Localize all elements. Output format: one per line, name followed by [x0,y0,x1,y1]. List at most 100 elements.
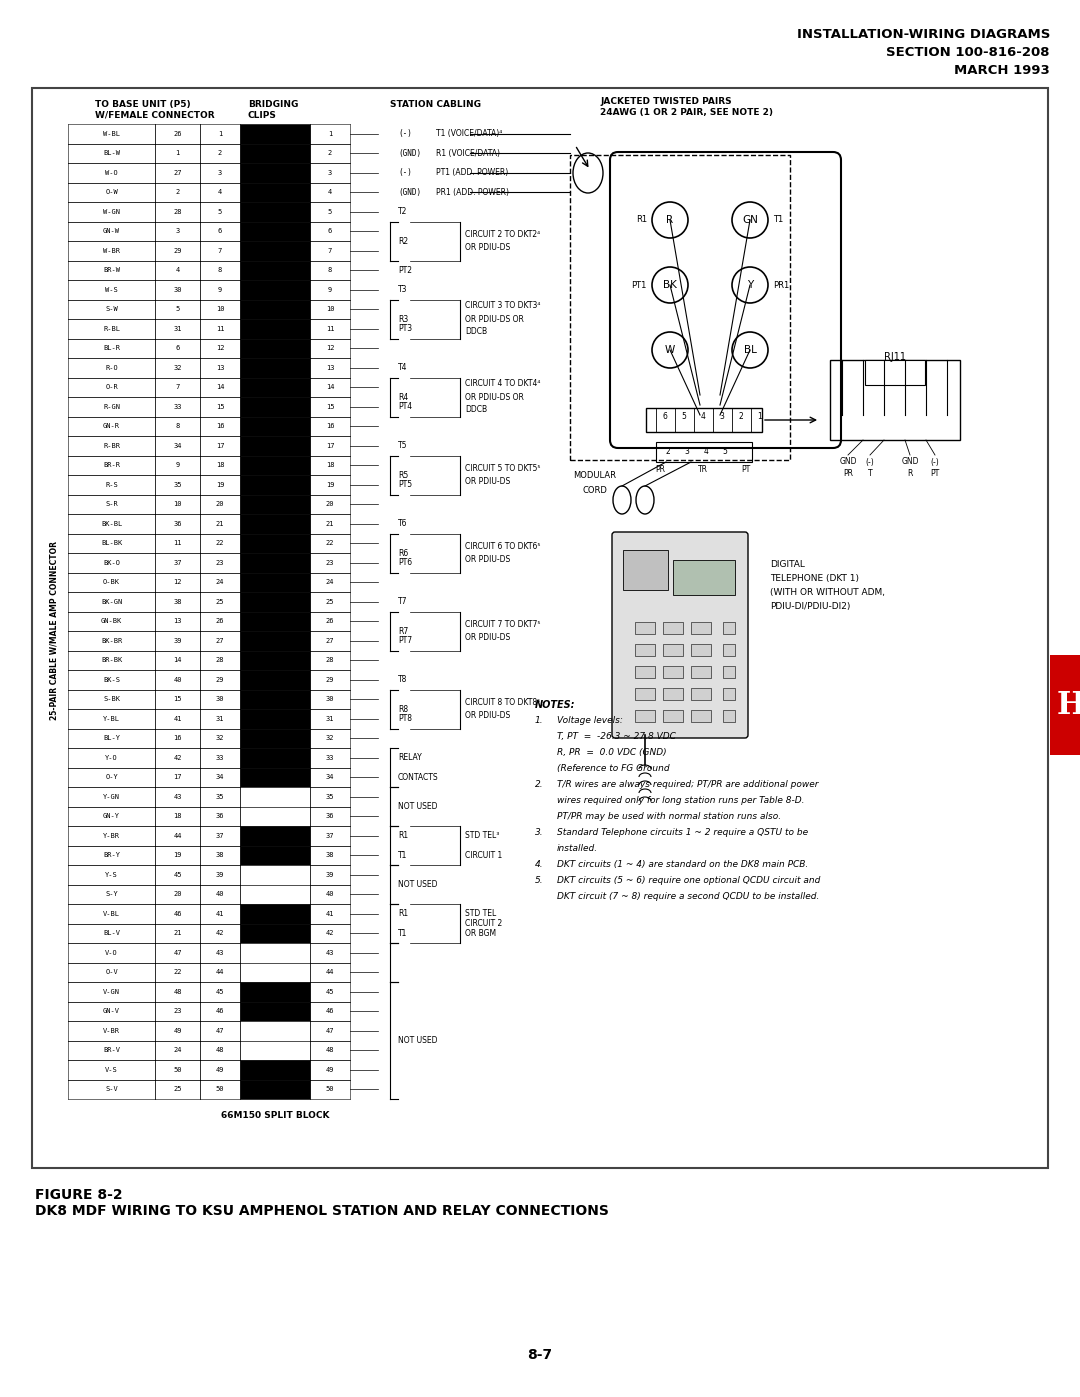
Text: 10: 10 [173,502,181,507]
Bar [663,710,683,722]
Text: MARCH 1993: MARCH 1993 [955,64,1050,77]
Text: O-R: O-R [105,384,118,390]
Bar [723,710,735,722]
Text: 37: 37 [216,833,225,838]
Text: 38: 38 [216,852,225,858]
Bar [240,826,310,845]
Text: 25: 25 [326,599,334,605]
Text: 5.: 5. [535,876,543,886]
Bar [240,612,310,631]
Text: V-S: V-S [105,1067,118,1073]
Text: BR-R: BR-R [103,462,120,468]
Text: 21: 21 [326,521,334,527]
Text: GND: GND [839,457,856,467]
Text: 4: 4 [701,412,705,420]
Text: 48: 48 [326,1048,334,1053]
Text: 29: 29 [216,676,225,683]
Text: CIRCUIT 8 TO DKT8⁵: CIRCUIT 8 TO DKT8⁵ [465,698,540,707]
Bar [240,865,310,884]
Text: 12: 12 [173,580,181,585]
Text: 38: 38 [326,852,334,858]
Text: 39: 39 [216,872,225,877]
Text: 43: 43 [173,793,181,799]
Text: 33: 33 [326,754,334,761]
Text: 21: 21 [173,930,181,936]
Text: 28: 28 [173,208,181,215]
Text: GN-V: GN-V [103,1009,120,1014]
Text: 6: 6 [662,412,667,420]
Text: PT7: PT7 [399,636,413,645]
Text: O-V: O-V [105,970,118,975]
Text: 44: 44 [216,970,225,975]
Text: S-W: S-W [105,306,118,313]
Text: 32: 32 [173,365,181,370]
Text: 45: 45 [173,872,181,877]
Text: 46: 46 [173,911,181,916]
Text: 48: 48 [173,989,181,995]
Text: T5: T5 [399,441,407,450]
Bar [240,845,310,865]
Text: 32: 32 [216,735,225,742]
Text: O-BK: O-BK [103,580,120,585]
Text: NOT USED: NOT USED [399,1037,437,1045]
Text: NOTES:: NOTES: [535,700,576,710]
Text: CLIPS: CLIPS [248,110,276,120]
Text: T7: T7 [399,598,407,606]
Text: 15: 15 [216,404,225,409]
Text: V-BR: V-BR [103,1028,120,1034]
Text: W-O: W-O [105,170,118,176]
Text: BL-W: BL-W [103,151,120,156]
Text: 14: 14 [173,657,181,664]
Bar [240,904,310,923]
Text: PR1: PR1 [773,281,789,289]
Text: T3: T3 [399,285,407,295]
Text: 1: 1 [218,131,222,137]
Text: R6: R6 [399,549,408,557]
Text: 22: 22 [216,541,225,546]
Text: T1: T1 [399,929,407,937]
Text: 4: 4 [328,189,333,196]
Text: Standard Telephone circuits 1 ~ 2 require a QSTU to be: Standard Telephone circuits 1 ~ 2 requir… [557,828,808,837]
Bar [240,710,310,728]
Text: R7: R7 [399,626,408,636]
Text: 14: 14 [216,384,225,390]
Text: 14: 14 [326,384,334,390]
Text: TO BASE UNIT (P5): TO BASE UNIT (P5) [95,101,191,109]
Text: 31: 31 [326,715,334,722]
Text: 43: 43 [216,950,225,956]
Bar [691,622,711,634]
Text: GN-W: GN-W [103,228,120,235]
Text: OR PDIU-DS: OR PDIU-DS [465,555,510,564]
Text: 9: 9 [328,286,333,293]
Text: (GND): (GND) [399,187,421,197]
Text: 37: 37 [326,833,334,838]
Text: 39: 39 [173,638,181,644]
Text: GN-Y: GN-Y [103,813,120,819]
Text: BK-O: BK-O [103,560,120,566]
Text: 19: 19 [326,482,334,488]
Bar [240,203,310,222]
Text: 35: 35 [173,482,181,488]
Bar [240,806,310,826]
Text: 22: 22 [173,970,181,975]
Text: 41: 41 [173,715,181,722]
Text: W-S: W-S [105,286,118,293]
Bar [240,495,310,514]
Text: 36: 36 [173,521,181,527]
Text: PR: PR [843,469,853,479]
Bar [240,747,310,767]
Bar [635,644,654,657]
Text: 12: 12 [216,345,225,351]
Text: DKT circuits (1 ~ 4) are standard on the DK8 main PCB.: DKT circuits (1 ~ 4) are standard on the… [557,861,808,869]
Text: 42: 42 [216,930,225,936]
Text: 13: 13 [326,365,334,370]
Text: 37: 37 [173,560,181,566]
Text: PT5: PT5 [399,481,413,489]
Bar [240,397,310,416]
Text: 3: 3 [218,170,222,176]
Text: 34: 34 [326,774,334,781]
Text: 5: 5 [175,306,179,313]
Text: W/FEMALE CONNECTOR: W/FEMALE CONNECTOR [95,110,215,120]
Text: 10: 10 [326,306,334,313]
Text: 35: 35 [216,793,225,799]
